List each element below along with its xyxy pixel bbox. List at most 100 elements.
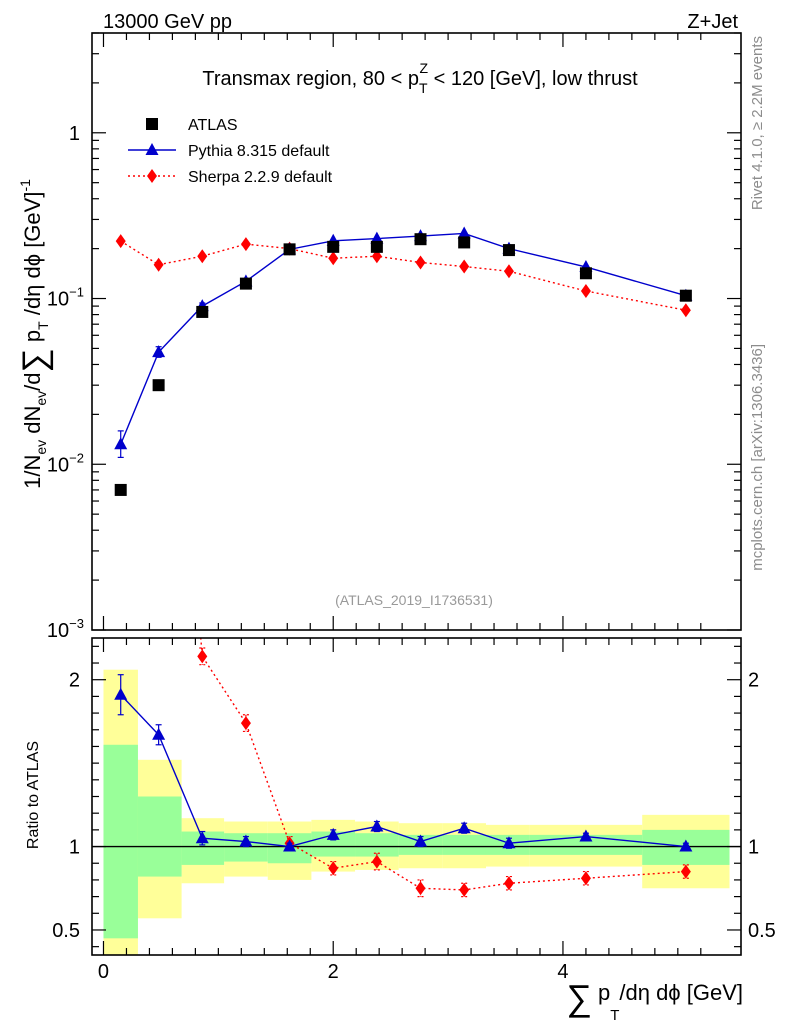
- ratio-y-tick-label-right: 0.5: [748, 920, 776, 942]
- data-point-sherpa: [580, 284, 591, 299]
- header-left-label: 13000 GeV pp: [103, 11, 232, 33]
- data-point-sherpa: [680, 303, 691, 318]
- ratio-data-point: [328, 861, 339, 876]
- legend-label: Sherpa 2.2.9 default: [188, 169, 333, 186]
- ratio-data-point: [579, 829, 593, 842]
- data-point-atlas: [579, 267, 592, 280]
- ratio-y-tick-label-left: 2: [69, 670, 80, 692]
- data-point-sherpa: [197, 249, 208, 264]
- main-y-tick-label: 10−2: [47, 450, 84, 476]
- data-point-atlas: [327, 240, 340, 253]
- ratio-data-point: [414, 834, 428, 847]
- rivet-label: Rivet 4.1.0, ≥ 2.2M events: [749, 36, 766, 210]
- data-point-atlas: [152, 379, 165, 392]
- ratio-y-tick-label-left: 0.5: [52, 920, 80, 942]
- x-tick-label: 2: [328, 961, 339, 983]
- x-axis-label: ∑ pT/dη dϕ [GeV]: [566, 977, 743, 1024]
- data-point-sherpa: [328, 251, 339, 266]
- data-point-pythia: [457, 226, 471, 239]
- mcplots-label: mcplots.cern.ch [arXiv:1306.3436]: [749, 344, 766, 571]
- uncertainty-band-green: [442, 834, 486, 855]
- ratio-data-point: [283, 839, 297, 852]
- x-axis-label-rest: /dη dϕ [GeV]: [619, 980, 743, 1005]
- ratio-series-line: [120, 694, 686, 848]
- ratio-plot-panel: 2 2 1 1 0.5 0.5 0 2 4: [52, 637, 776, 983]
- ratio-data-point: [195, 831, 209, 844]
- uncertainty-band-green: [103, 744, 138, 939]
- legend-item-pythia: Pythia 8.315 default: [128, 143, 330, 160]
- svg-text:1/Nev dNev/d∑ pT /dη dϕ [GeV]: 1/Nev dNev/d∑ pT /dη dϕ [GeV]-1: [16, 179, 54, 489]
- main-y-tick-label: 10−3: [47, 616, 84, 642]
- ratio-data-point: [680, 864, 691, 879]
- plot-title-post: < 120 [GeV], low thrust: [428, 68, 638, 90]
- main-y-tick-label: 1: [69, 123, 80, 145]
- series-line-pythia: [120, 232, 687, 445]
- ratio-data-point: [457, 821, 471, 834]
- legend-marker-diamond: [147, 169, 157, 183]
- main-y-tick-label-exponent: −1: [69, 285, 84, 300]
- ratio-data-point: [459, 882, 470, 897]
- data-point-atlas: [458, 236, 471, 249]
- plot-title-pre: Transmax region, 80 < p: [202, 68, 419, 90]
- main-plot-frame: [91, 32, 742, 631]
- series-square-atlas: [114, 233, 692, 496]
- data-point-sherpa: [503, 264, 514, 279]
- main-y-tick-label-base: 1: [69, 123, 80, 145]
- data-point-sherpa: [459, 259, 470, 274]
- uncertainty-band-green: [137, 796, 182, 877]
- ratio-y-tick-label-right: 1: [748, 837, 759, 859]
- data-point-atlas: [502, 244, 515, 257]
- analysis-watermark: (ATLAS_2019_I1736531): [335, 592, 493, 608]
- data-point-atlas: [370, 240, 383, 253]
- ratio-y-tick-label-right: 2: [748, 670, 759, 692]
- data-point-sherpa: [115, 234, 126, 249]
- legend-marker-square: [146, 118, 158, 130]
- data-point-atlas: [414, 233, 427, 246]
- ratio-data-point: [326, 827, 340, 840]
- ratio-data-point: [580, 871, 591, 886]
- data-point-atlas: [114, 483, 127, 496]
- legend-item-sherpa: Sherpa 2.2.9 default: [128, 169, 333, 186]
- ratio-data-point: [370, 819, 384, 832]
- ratio-data-point: [502, 836, 516, 849]
- data-point-pythia: [114, 437, 128, 450]
- data-point-pythia: [370, 231, 384, 244]
- legend-item-atlas: ATLAS: [146, 117, 238, 134]
- ratio-plot-frame: [91, 637, 742, 956]
- data-point-sherpa: [153, 257, 164, 272]
- data-point-atlas: [679, 289, 692, 302]
- x-axis-label-sum: ∑: [566, 977, 592, 1018]
- main-y-tick-label-exponent: −3: [69, 616, 84, 631]
- plot-title: Transmax region, 80 < pTZ < 120 [GeV], l…: [202, 60, 638, 96]
- ratio-series-pythia: [114, 674, 693, 852]
- data-point-atlas: [196, 305, 209, 318]
- main-y-axis-label: 1/Nev dNev/d∑ pT /dη dϕ [GeV]-1: [16, 179, 54, 489]
- plot-title-sup: Z: [420, 60, 429, 76]
- x-tick-label: 0: [98, 961, 109, 983]
- main-y-tick-label-base: 10: [47, 289, 69, 311]
- header-right-label: Z+Jet: [687, 11, 738, 33]
- legend-marker-triangle: [145, 143, 159, 155]
- ratio-data-point: [503, 876, 514, 891]
- ratio-data-point: [239, 834, 253, 847]
- plot-title-sub: T: [419, 80, 428, 96]
- ratio-series-sherpa: [197, 638, 691, 898]
- data-point-sherpa: [371, 249, 382, 264]
- ratio-data-point: [679, 839, 693, 852]
- x-axis-label-sub: T: [610, 1007, 619, 1024]
- series-line-sherpa: [120, 240, 686, 311]
- ratio-data-point: [240, 716, 251, 731]
- main-y-tick-label-base: 10: [47, 454, 69, 476]
- data-point-atlas: [283, 243, 296, 256]
- series-diamond-sherpa: [115, 234, 691, 318]
- ratio-y-tick-label-left: 1: [69, 837, 80, 859]
- legend: ATLAS Pythia 8.315 default Sherpa 2.2.9 de…: [128, 117, 333, 186]
- ratio-data-point: [371, 854, 382, 869]
- main-y-tick-label: 10−1: [47, 285, 84, 311]
- uncertainty-band-green: [355, 833, 399, 857]
- data-point-atlas: [239, 277, 252, 290]
- ratio-data-point: [114, 687, 128, 700]
- ratio-data-point: [152, 727, 166, 740]
